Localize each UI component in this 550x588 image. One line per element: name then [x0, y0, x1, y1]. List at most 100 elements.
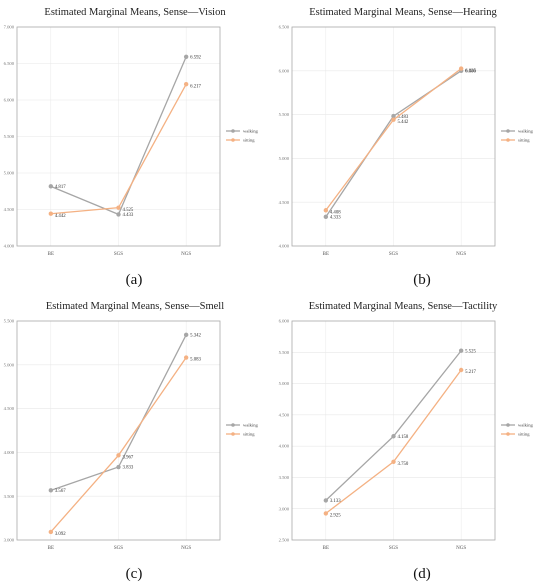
y-tick-label: 5.500 [4, 319, 15, 324]
data-point-sitting [458, 66, 464, 71]
chart-title: Estimated Marginal Means, Sense—Smell [46, 301, 224, 312]
legend-label-walking: walking [518, 423, 534, 428]
data-label-walking: 4.158 [398, 435, 409, 440]
chart-title: Estimated Marginal Means, Sense—Tactilit… [309, 301, 498, 312]
plot-frame [16, 320, 221, 541]
data-point-walking [183, 54, 189, 59]
y-tick-label: 5.000 [279, 156, 290, 161]
data-label-walking: 5.525 [465, 349, 476, 354]
data-point-sitting [391, 117, 396, 122]
legend-label-walking: walking [243, 423, 259, 428]
data-point-sitting [391, 459, 396, 464]
data-point-sitting [458, 367, 464, 373]
chart-panel-tactility: Estimated Marginal Means, Sense—Tactilit… [275, 294, 550, 588]
plot-frame [16, 26, 221, 247]
data-point-walking [323, 214, 329, 220]
legend-label-walking: walking [518, 129, 534, 134]
y-tick-label: 4.500 [4, 406, 15, 411]
chart-panel-hearing: Estimated Marginal Means, Sense—Hearing 4… [275, 0, 550, 294]
y-tick-label: 3.500 [4, 494, 15, 499]
data-label-sitting: 3.092 [55, 532, 66, 537]
legend-marker-sitting [506, 432, 510, 436]
data-point-walking [48, 184, 54, 189]
legend-marker-walking [231, 423, 235, 427]
data-label-sitting: 4.525 [123, 208, 134, 213]
y-tick-label: 5.500 [4, 134, 15, 139]
chart-svg: Estimated Marginal Means, Sense—Smell 3.0… [4, 301, 259, 551]
panel-caption: (c) [125, 566, 143, 582]
data-label-walking: 6.592 [190, 55, 201, 60]
legend-marker-sitting [231, 138, 235, 142]
y-tick-label: 5.000 [4, 362, 15, 367]
panel-caption: (a) [125, 272, 143, 288]
legend-marker-walking [506, 129, 510, 133]
data-point-sitting [183, 81, 189, 87]
data-point-sitting [116, 205, 121, 210]
y-tick-label: 4.500 [4, 207, 15, 212]
legend-label-sitting: sitting [518, 138, 530, 143]
y-tick-label: 4.000 [4, 244, 15, 249]
chart-title: Estimated Marginal Means, Sense—Vision [44, 7, 226, 18]
data-label-walking: 4.817 [55, 185, 66, 190]
data-point-sitting [116, 453, 121, 458]
y-tick-label: 3.500 [279, 475, 290, 480]
x-tick-label: BE [48, 546, 54, 551]
chart-panel-smell: Estimated Marginal Means, Sense—Smell 3.0… [0, 294, 275, 588]
legend-label-sitting: sitting [243, 432, 255, 437]
data-label-sitting: 4.408 [330, 210, 341, 215]
data-label-sitting: 3.750 [398, 462, 409, 467]
x-tick-label: NGS [456, 546, 466, 551]
y-tick-label: 5.000 [279, 381, 290, 386]
x-tick-label: BE [48, 252, 54, 257]
y-tick-label: 4.000 [279, 244, 290, 249]
data-point-walking [323, 498, 329, 503]
legend-marker-sitting [231, 432, 235, 436]
data-label-walking: 3.567 [55, 489, 66, 494]
y-tick-label: 4.000 [279, 444, 290, 449]
y-tick-label: 2.500 [279, 538, 290, 543]
data-label-sitting: 5.442 [398, 120, 409, 125]
x-tick-label: SGS [114, 252, 123, 257]
y-tick-label: 3.000 [279, 506, 290, 511]
data-label-walking: 4.333 [330, 216, 341, 221]
y-tick-label: 6.000 [4, 98, 15, 103]
chart-panel-vision: Estimated Marginal Means, Sense—Vision 4.… [0, 0, 275, 294]
data-label-walking: 3.833 [123, 466, 134, 471]
x-tick-label: NGS [456, 252, 466, 257]
data-label-walking: 6.000 [465, 70, 476, 75]
legend-marker-sitting [506, 138, 510, 142]
data-point-sitting [323, 208, 329, 213]
data-point-walking [116, 464, 121, 470]
legend-marker-walking [506, 423, 510, 427]
data-label-walking: 4.433 [123, 213, 134, 218]
y-tick-label: 3.000 [4, 538, 15, 543]
y-tick-label: 5.000 [4, 171, 15, 176]
data-point-sitting [323, 511, 329, 516]
data-label-walking: 5.483 [398, 115, 409, 120]
data-label-sitting: 3.967 [123, 455, 134, 460]
y-tick-label: 4.500 [279, 200, 290, 205]
y-tick-label: 6.000 [279, 68, 290, 73]
data-point-walking [391, 434, 396, 439]
data-label-sitting: 6.217 [190, 84, 201, 89]
data-label-walking: 3.133 [330, 499, 341, 504]
plot-frame [291, 26, 496, 247]
x-tick-label: SGS [114, 546, 123, 551]
data-point-walking [116, 212, 121, 217]
legend-label-sitting: sitting [518, 432, 530, 437]
chart-svg: Estimated Marginal Means, Sense—Hearing 4… [279, 7, 534, 257]
panel-caption: (b) [413, 272, 431, 288]
y-tick-label: 4.000 [4, 450, 15, 455]
data-label-sitting: 5.083 [190, 358, 201, 363]
y-tick-label: 6.000 [279, 319, 290, 324]
x-tick-label: BE [323, 546, 329, 551]
y-tick-label: 6.500 [279, 25, 290, 30]
data-point-sitting [48, 529, 54, 535]
y-tick-label: 5.500 [279, 350, 290, 355]
legend-label-sitting: sitting [243, 138, 255, 143]
chart-svg: Estimated Marginal Means, Sense—Vision 4.… [4, 7, 259, 257]
legend-marker-walking [231, 129, 235, 133]
panel-caption: (d) [413, 566, 431, 582]
y-tick-label: 6.500 [4, 61, 15, 66]
data-label-sitting: 4.442 [55, 214, 66, 219]
